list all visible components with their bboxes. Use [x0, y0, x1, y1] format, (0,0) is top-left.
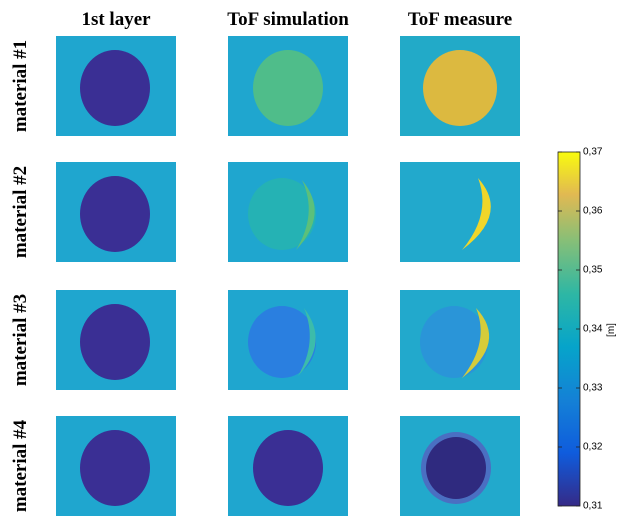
tick-label: 0,32	[583, 442, 603, 453]
row-label: material #4	[10, 419, 31, 512]
disc	[253, 430, 323, 506]
tick-label: 0,36	[583, 206, 603, 217]
colorbar-label: [m]	[606, 323, 617, 337]
disc	[80, 430, 150, 506]
row-label: material #3	[10, 294, 31, 386]
tick-label: 0,34	[583, 324, 603, 335]
disc	[80, 176, 150, 252]
tick-label: 0,35	[583, 265, 603, 276]
column-header: ToF measure	[408, 9, 512, 30]
disc	[253, 50, 323, 126]
disc	[420, 306, 488, 378]
tick-label: 0,31	[583, 501, 603, 512]
tick-label: 0,33	[583, 383, 603, 394]
disc	[248, 306, 316, 378]
column-header: 1st layer	[81, 9, 151, 30]
disc	[80, 50, 150, 126]
panel	[400, 162, 520, 262]
row-label: material #1	[10, 40, 31, 132]
image-grid	[56, 36, 520, 516]
figure: [m] 1st layer ToF simulation ToF measure ma…	[0, 0, 622, 526]
tick-label: 0,37	[583, 147, 603, 158]
column-header: ToF simulation	[227, 9, 349, 30]
disc	[426, 437, 486, 499]
disc	[423, 50, 497, 126]
disc	[80, 304, 150, 380]
row-label: material #2	[10, 166, 31, 258]
